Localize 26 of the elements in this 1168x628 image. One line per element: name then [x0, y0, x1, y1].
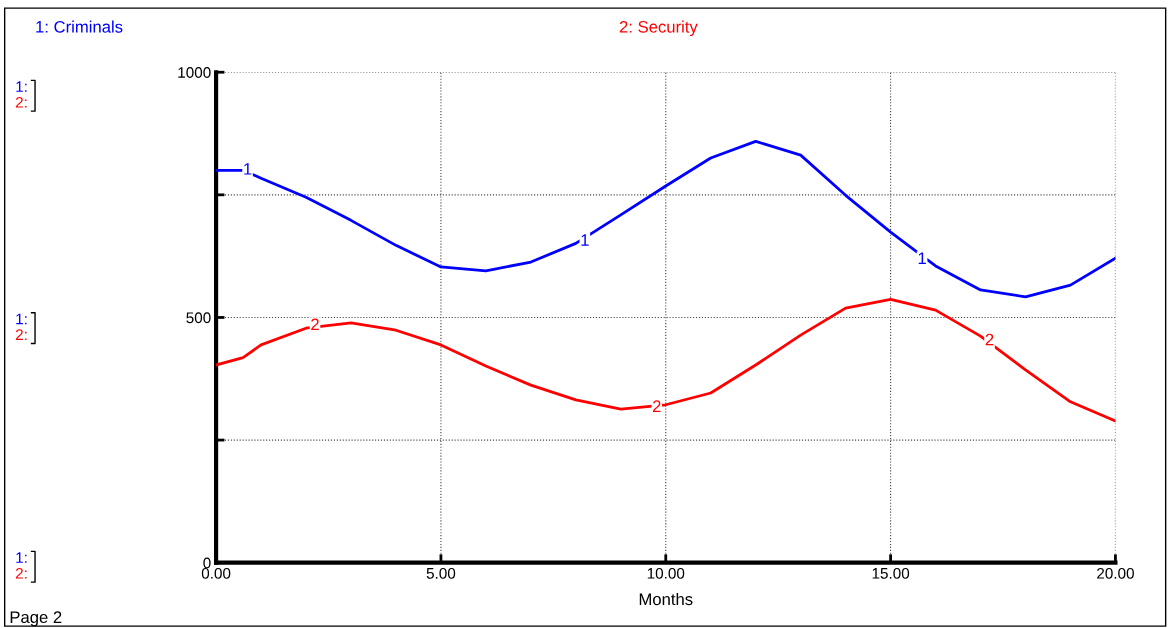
annotation: 2 — [985, 333, 994, 346]
x-tick-label: 20.00 — [1097, 567, 1134, 579]
text: 2: — [15, 567, 27, 579]
annotation: 1 — [581, 234, 589, 246]
x-axis-title: Months — [639, 592, 693, 606]
annotation: 2 — [652, 400, 661, 413]
text: 2: — [15, 96, 27, 108]
x-tick-label: 5.00 — [426, 567, 456, 579]
text: Page 2 — [10, 611, 62, 627]
x-tick-label: 10.00 — [647, 567, 685, 579]
x-tick-label: 15.00 — [872, 567, 910, 579]
text: 1: Criminals — [36, 20, 123, 33]
text: 2: — [15, 329, 27, 340]
text: 1: — [16, 81, 27, 92]
annotation: 1 — [244, 163, 252, 175]
annotation: 1 — [918, 252, 926, 264]
y-tick-label: 0 — [203, 557, 211, 569]
y-tick-label: 500 — [186, 312, 211, 324]
x-tick-label: 0.00 — [201, 567, 231, 579]
y-tick-label: 1000 — [178, 67, 211, 78]
text: 1: — [16, 313, 27, 325]
text: 2: Security — [619, 20, 698, 37]
line-series — [216, 297, 1116, 423]
line-series — [216, 139, 1116, 299]
annotation: 2 — [311, 318, 319, 331]
text: 1: — [16, 552, 27, 563]
